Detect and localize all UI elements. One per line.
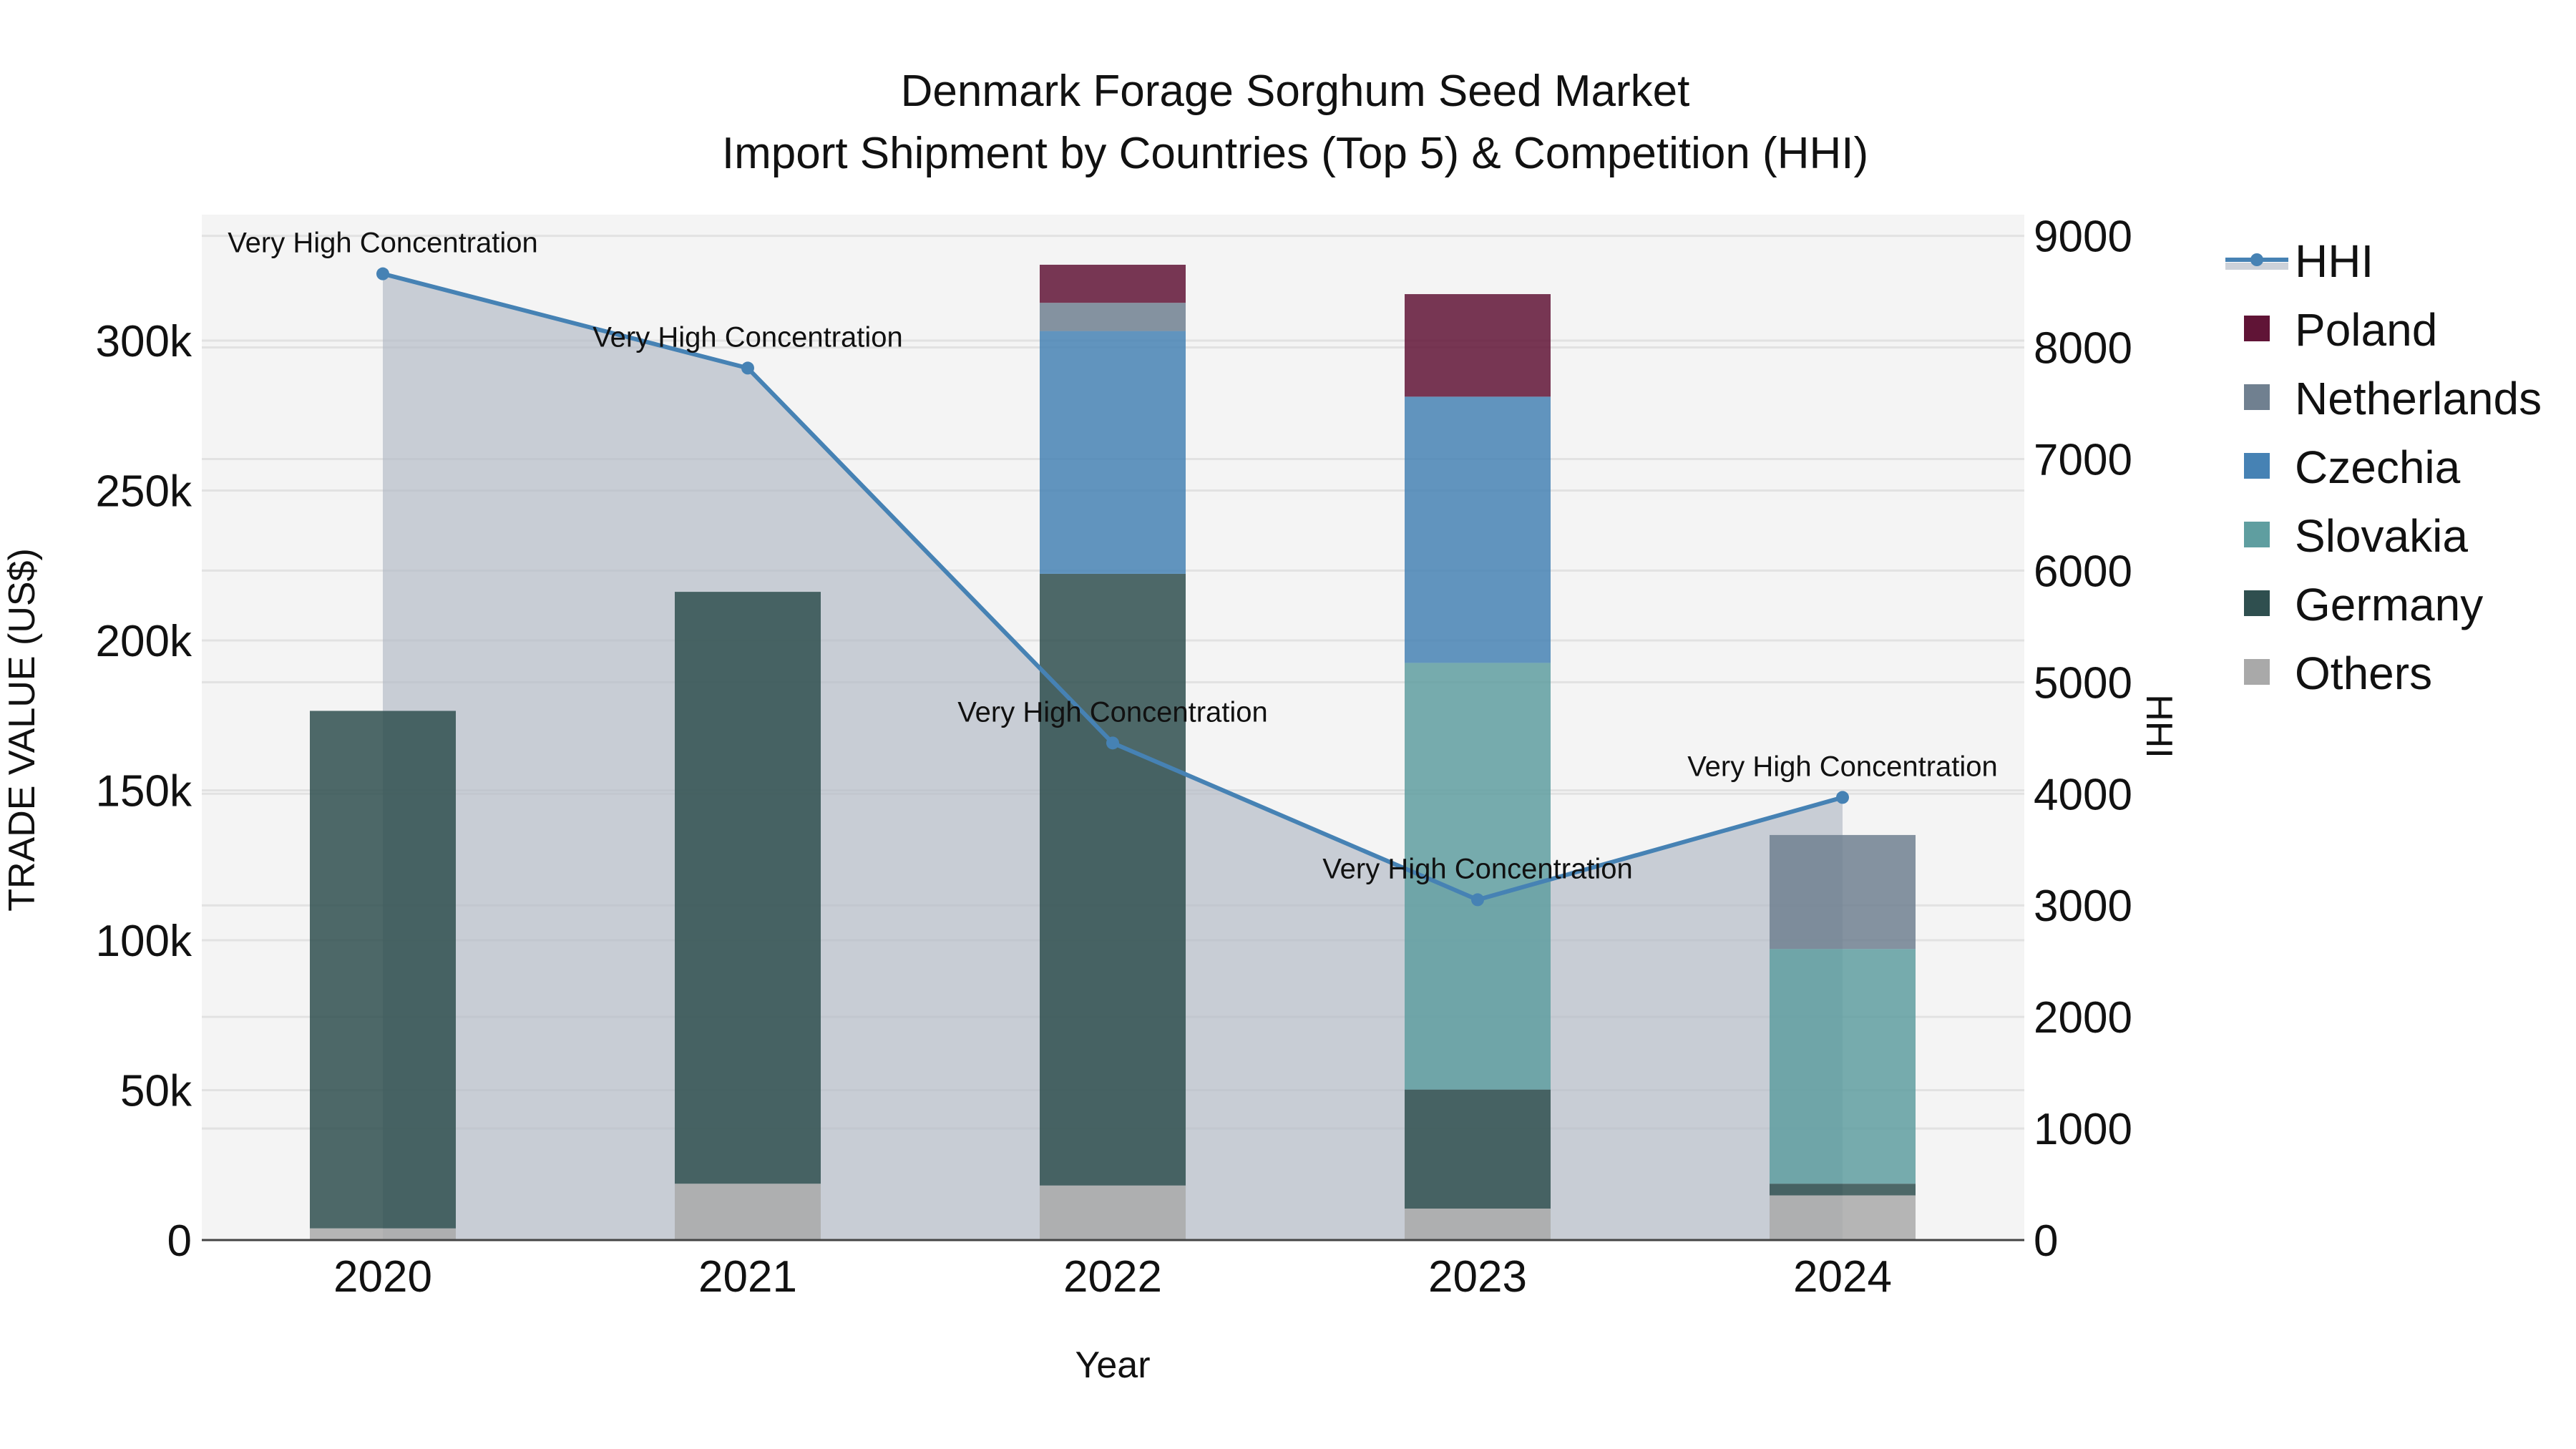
x-tick-label: 2023 (1428, 1252, 1527, 1302)
bar-segment-germany-2021 (675, 592, 821, 1184)
x-tick-label: 2020 (333, 1252, 432, 1302)
y2-tick-label: 6000 (2034, 547, 2132, 596)
bar-segment-slovakia-2023 (1405, 663, 1551, 1090)
y-tick-label: 0 (167, 1216, 192, 1266)
y2-tick-label: 8000 (2034, 324, 2132, 374)
legend-label: Slovakia (2295, 510, 2468, 562)
y-axis-right-title: HHI (2138, 694, 2180, 758)
y2-tick-label: 1000 (2034, 1105, 2132, 1154)
y2-tick-label: 5000 (2034, 658, 2132, 708)
bar-segment-slovakia-2024 (1770, 949, 1916, 1184)
bar-segment-czechia-2022 (1040, 331, 1186, 574)
legend-label: Czechia (2295, 441, 2461, 493)
legend-label: HHI (2295, 235, 2373, 287)
hhi-marker (1471, 893, 1484, 907)
bar-segment-netherlands-2024 (1770, 834, 1916, 950)
hhi-marker (1836, 791, 1849, 804)
legend-label: Germany (2295, 579, 2483, 630)
y-tick-label: 150k (96, 766, 192, 816)
x-tick-label: 2021 (698, 1252, 797, 1302)
bar-segment-germany-2020 (310, 711, 456, 1229)
hhi-marker (376, 267, 389, 280)
bar-segment-others-2021 (675, 1184, 821, 1240)
legend-item-germany[interactable]: Germany (2244, 579, 2483, 630)
x-tick-label: 2022 (1063, 1252, 1162, 1302)
bar-segment-czechia-2023 (1405, 396, 1551, 663)
chart-title: Denmark Forage Sorghum Seed Market (901, 67, 1690, 116)
stacked-bars (310, 264, 1916, 1240)
legend-item-others[interactable]: Others (2244, 648, 2432, 699)
bar-segment-poland-2023 (1405, 294, 1551, 397)
hhi-annotations: Very High Concentration Very High Concent… (228, 228, 1998, 885)
hhi-marker (1106, 736, 1119, 750)
bar-segment-others-2023 (1405, 1209, 1551, 1240)
y-tick-label: 50k (120, 1066, 192, 1116)
y-tick-label: 300k (96, 317, 192, 366)
legend-swatch-icon (2244, 453, 2270, 479)
y2-tick-label: 3000 (2034, 882, 2132, 931)
legend-swatch-icon (2244, 659, 2270, 685)
legend-label: Netherlands (2295, 373, 2542, 424)
legend-item-hhi[interactable]: HHI (2225, 235, 2373, 287)
hhi-markers (376, 267, 1849, 907)
x-axis-ticks: 2020 2021 2022 2023 2024 (333, 1252, 1892, 1302)
bar-segment-netherlands-2022 (1040, 303, 1186, 331)
legend-label: Poland (2295, 304, 2437, 356)
bar-segment-germany-2024 (1770, 1184, 1916, 1196)
bar-segment-poland-2022 (1040, 264, 1186, 303)
legend-marker-icon (2250, 253, 2263, 266)
y2-tick-label: 2000 (2034, 993, 2132, 1043)
bar-segment-germany-2022 (1040, 573, 1186, 1186)
y2-tick-label: 7000 (2034, 435, 2132, 484)
legend-swatch-icon (2244, 316, 2270, 341)
bar-segment-germany-2023 (1405, 1089, 1551, 1209)
legend-label: Others (2295, 648, 2432, 699)
bar-segment-others-2022 (1040, 1185, 1186, 1240)
legend-item-czechia[interactable]: Czechia (2244, 441, 2461, 493)
y-tick-label: 100k (96, 917, 192, 966)
hhi-marker (741, 361, 754, 375)
bar-segment-others-2024 (1770, 1195, 1916, 1240)
x-axis-title: Year (1075, 1345, 1150, 1386)
legend-swatch-icon (2244, 590, 2270, 616)
y-tick-label: 200k (96, 617, 192, 666)
legend-item-poland[interactable]: Poland (2244, 304, 2437, 356)
legend-swatch-icon (2244, 384, 2270, 410)
y-axis-left-title: TRADE VALUE (US$) (1, 548, 43, 912)
bar-segment-others-2020 (310, 1228, 456, 1240)
hhi-annotation: Very High Concentration (1322, 853, 1633, 884)
y2-tick-label: 9000 (2034, 213, 2132, 262)
hhi-annotation: Very High Concentration (1687, 751, 1998, 782)
legend-item-netherlands[interactable]: Netherlands (2244, 373, 2542, 424)
y2-tick-label: 0 (2034, 1216, 2058, 1266)
hhi-annotation: Very High Concentration (592, 321, 903, 353)
hhi-annotation: Very High Concentration (228, 228, 538, 259)
legend-swatch-icon (2244, 522, 2270, 547)
legend-item-slovakia[interactable]: Slovakia (2244, 510, 2468, 562)
y-tick-label: 250k (96, 467, 192, 516)
x-tick-label: 2024 (1793, 1252, 1892, 1302)
hhi-annotation: Very High Concentration (957, 696, 1268, 728)
chart-subtitle: Import Shipment by Countries (Top 5) & C… (722, 129, 1868, 178)
y2-tick-label: 4000 (2034, 770, 2132, 819)
y-axis-left-ticks: 0 50k 100k 150k 200k 250k 300k (96, 317, 192, 1266)
legend: HHI Poland Netherlands Czechia Slovakia Germa… (2225, 235, 2542, 699)
y-axis-right-ticks: 0 1000 2000 3000 4000 5000 6000 7000 8000 9000 (2034, 213, 2132, 1266)
